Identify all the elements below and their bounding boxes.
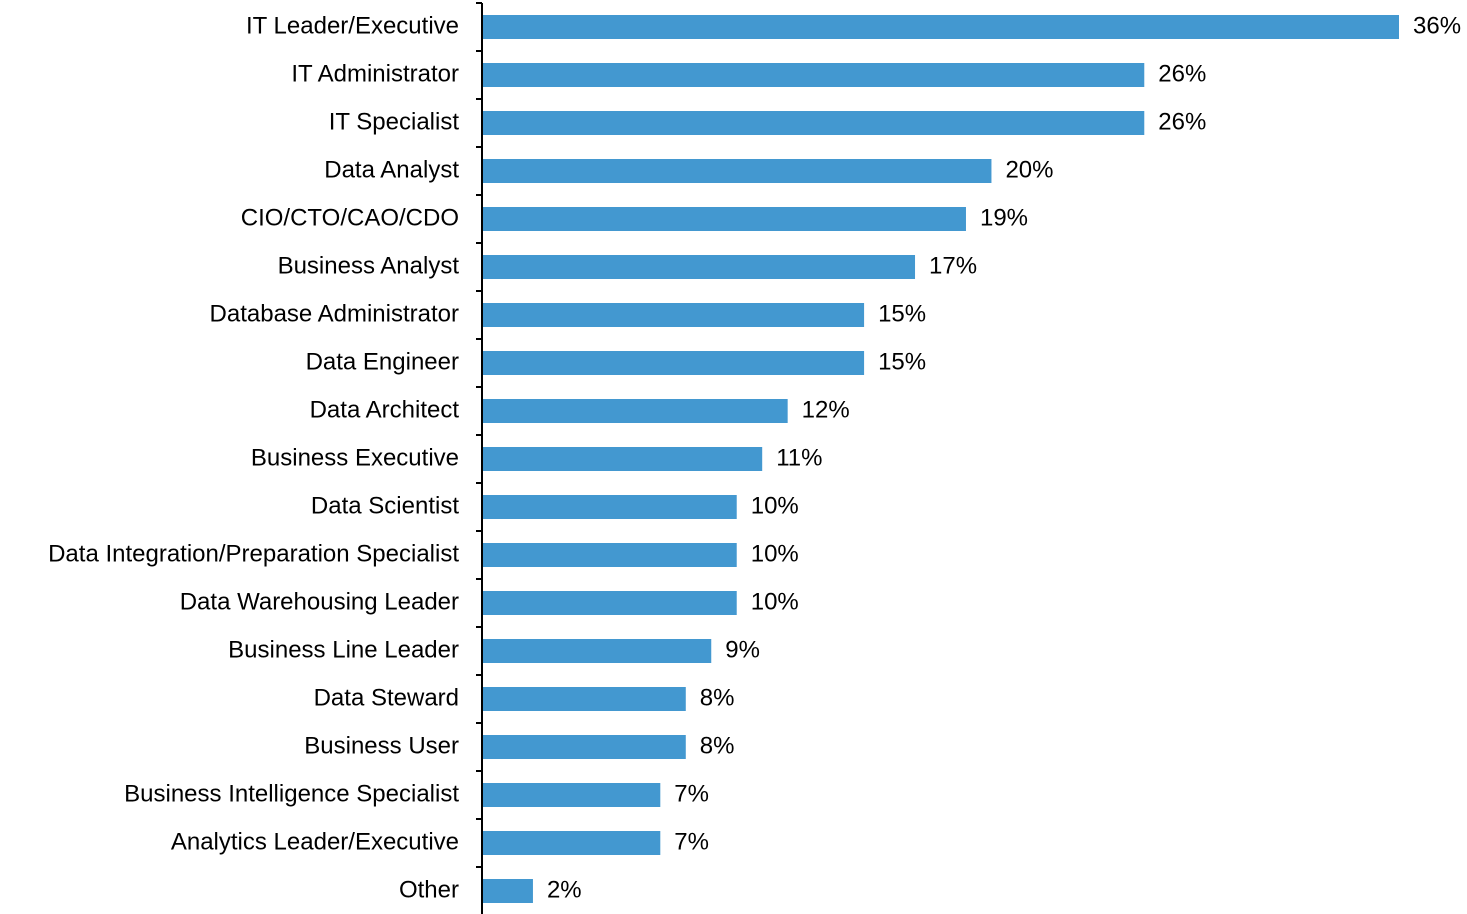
- bar: [482, 207, 966, 231]
- y-tick-label: Business User: [304, 732, 459, 759]
- bar: [482, 399, 788, 423]
- value-label: 7%: [674, 780, 709, 807]
- value-label: 10%: [751, 540, 799, 567]
- bar: [482, 15, 1399, 39]
- value-label: 8%: [700, 732, 735, 759]
- value-label: 20%: [1005, 156, 1053, 183]
- value-label: 10%: [751, 588, 799, 615]
- y-tick-label: Other: [399, 876, 459, 903]
- value-label: 15%: [878, 300, 926, 327]
- y-tick-label: Business Intelligence Specialist: [124, 780, 459, 807]
- bar: [482, 735, 686, 759]
- bar: [482, 639, 712, 663]
- y-tick-label: Business Analyst: [278, 252, 460, 279]
- y-tick-label: Data Engineer: [306, 348, 459, 375]
- y-tick-label: Data Analyst: [324, 156, 459, 183]
- value-label: 15%: [878, 348, 926, 375]
- bar: [482, 783, 661, 807]
- bar: [482, 159, 992, 183]
- value-label: 26%: [1158, 60, 1206, 87]
- bar: [482, 591, 737, 615]
- bar: [482, 447, 763, 471]
- bar: [482, 831, 661, 855]
- bar: [482, 687, 686, 711]
- bar: [482, 351, 865, 375]
- value-label: 12%: [802, 396, 850, 423]
- value-label: 36%: [1413, 12, 1461, 39]
- bar: [482, 495, 737, 519]
- y-tick-label: Analytics Leader/Executive: [171, 828, 459, 855]
- bar: [482, 255, 916, 279]
- value-label: 2%: [547, 876, 582, 903]
- bar: [482, 879, 533, 903]
- y-tick-label: Data Steward: [314, 684, 459, 711]
- y-tick-label: IT Leader/Executive: [246, 12, 459, 39]
- y-tick-label: Business Executive: [251, 444, 459, 471]
- y-tick-label: Data Integration/Preparation Specialist: [48, 540, 459, 567]
- y-tick-label: IT Administrator: [291, 60, 459, 87]
- value-label: 7%: [674, 828, 709, 855]
- y-tick-label: Data Scientist: [311, 492, 459, 519]
- value-label: 17%: [929, 252, 977, 279]
- y-tick-label: Data Warehousing Leader: [180, 588, 459, 615]
- bar: [482, 63, 1145, 87]
- value-label: 11%: [776, 444, 822, 471]
- y-tick-label: Data Architect: [310, 396, 460, 423]
- value-label: 26%: [1158, 108, 1206, 135]
- bar: [482, 543, 737, 567]
- value-label: 19%: [980, 204, 1028, 231]
- bar: [482, 111, 1145, 135]
- y-tick-label: Database Administrator: [210, 300, 459, 327]
- value-label: 8%: [700, 684, 735, 711]
- bar: [482, 303, 865, 327]
- value-label: 10%: [751, 492, 799, 519]
- y-tick-label: IT Specialist: [329, 108, 460, 135]
- y-tick-label: Business Line Leader: [228, 636, 459, 663]
- y-tick-label: CIO/CTO/CAO/CDO: [241, 204, 459, 231]
- value-label: 9%: [725, 636, 760, 663]
